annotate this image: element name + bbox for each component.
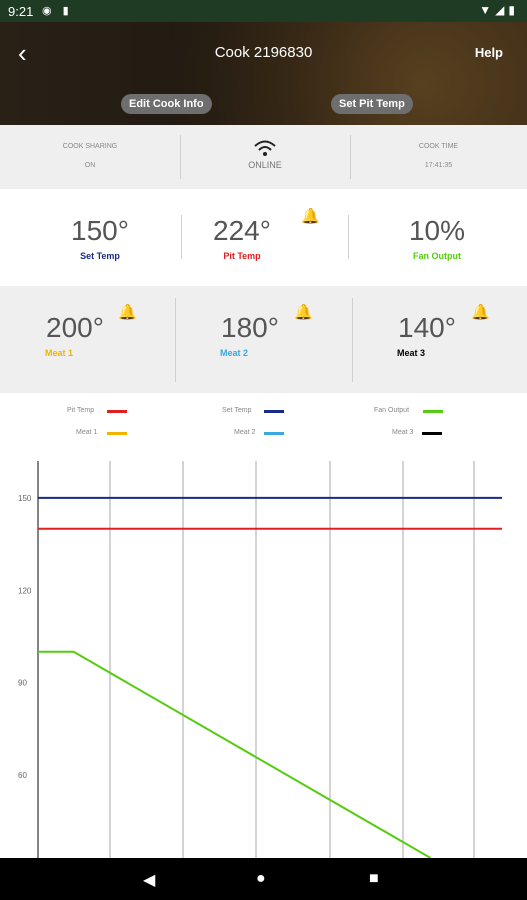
meat3-stat[interactable]: 140° Meat 3 (367, 312, 487, 358)
android-nav-bar: ◀ ● ■ (0, 858, 527, 900)
nav-recent-icon[interactable]: ■ (369, 870, 379, 887)
fan-output-value: 10% (408, 215, 466, 246)
cook-time: COOK TIME 17:41:35 (350, 125, 527, 189)
fan-output-stat: 10% Fan Output (377, 215, 497, 261)
chart-series-fan-output (38, 650, 432, 859)
meat-probes: 200° Meat 1 🔔 180° Meat 2 🔔 140° Meat 3 … (0, 286, 527, 393)
pit-alarm-bell-icon[interactable]: 🔔 (301, 208, 320, 225)
meat2-value: 180° (221, 312, 279, 343)
pit-temp-value: 224° (213, 215, 271, 246)
status-time: 9:21 (8, 4, 34, 19)
wifi-icon (180, 139, 350, 162)
temp-summary: 150° Set Temp 224° Pit Temp 🔔 10% Fan Ou… (0, 189, 527, 286)
status-bar: 9:21 ◉ ▮ ▼◢▮ (0, 0, 527, 22)
meat3-value: 140° (398, 312, 456, 343)
legend-fan-output: Fan Output (374, 407, 443, 414)
signal-icon: ▼◢▮ (479, 3, 519, 17)
cook-sharing-value: ON (84, 162, 96, 169)
legend-meat2: Meat 2 (234, 429, 284, 436)
fan-output-label: Fan Output (413, 251, 461, 261)
meat1-alarm-bell-icon[interactable]: 🔔 (118, 304, 137, 321)
cook-time-label: COOK TIME (418, 143, 459, 150)
chart-y-tick-label: 60 (18, 771, 27, 780)
online-status: ONLINE (248, 160, 282, 170)
legend-meat3: Meat 3 (392, 429, 442, 436)
nav-back-icon[interactable]: ◀ (143, 872, 156, 889)
nav-home-icon[interactable]: ● (256, 870, 266, 887)
chart-y-tick-label: 150 (18, 494, 32, 503)
cook-sharing[interactable]: COOK SHARING ON (0, 125, 180, 189)
temperature-chart: 150 120 90 60 (0, 455, 527, 859)
meat3-alarm-bell-icon[interactable]: 🔔 (471, 304, 490, 321)
pit-temp-stat[interactable]: 224° Pit Temp (182, 215, 302, 261)
cook-time-value: 17:41:35 (424, 162, 453, 169)
meat2-alarm-bell-icon[interactable]: 🔔 (294, 304, 313, 321)
cook-info-bar: COOK SHARING ON ONLINE COOK TIME 17:41:3… (0, 125, 527, 189)
pit-temp-label: Pit Temp (223, 251, 261, 261)
help-button[interactable]: Help (474, 45, 503, 60)
set-pit-temp-button[interactable]: Set Pit Temp (331, 94, 413, 114)
notification-icons: ◉ ▮ (42, 5, 73, 17)
set-temp-stat[interactable]: 150° Set Temp (40, 215, 160, 261)
chart-svg: 150 120 90 60 (18, 461, 502, 859)
chart-y-tick-label: 90 (18, 679, 27, 688)
cook-sharing-label: COOK SHARING (62, 143, 118, 150)
meat2-stat[interactable]: 180° Meat 2 (190, 312, 310, 358)
meat1-label: Meat 1 (45, 348, 74, 358)
meat1-stat[interactable]: 200° Meat 1 (15, 312, 135, 358)
legend-meat1: Meat 1 (76, 429, 127, 436)
meat1-value: 200° (46, 312, 104, 343)
chart-y-tick-label: 120 (18, 586, 32, 595)
header-banner: ‹ Cook 2196830 Help Edit Cook Info Set P… (0, 22, 527, 125)
set-temp-label: Set Temp (80, 251, 120, 261)
meat3-label: Meat 3 (397, 348, 426, 358)
set-temp-value: 150° (71, 215, 129, 246)
meat2-label: Meat 2 (220, 348, 249, 358)
legend-pit-temp: Pit Temp (67, 407, 127, 414)
edit-cook-info-button[interactable]: Edit Cook Info (121, 94, 212, 114)
legend-set-temp: Set Temp (222, 407, 284, 414)
connection-status: ONLINE (180, 125, 350, 189)
page-title: Cook 2196830 (214, 44, 313, 61)
back-arrow-icon[interactable]: ‹ (18, 38, 27, 68)
